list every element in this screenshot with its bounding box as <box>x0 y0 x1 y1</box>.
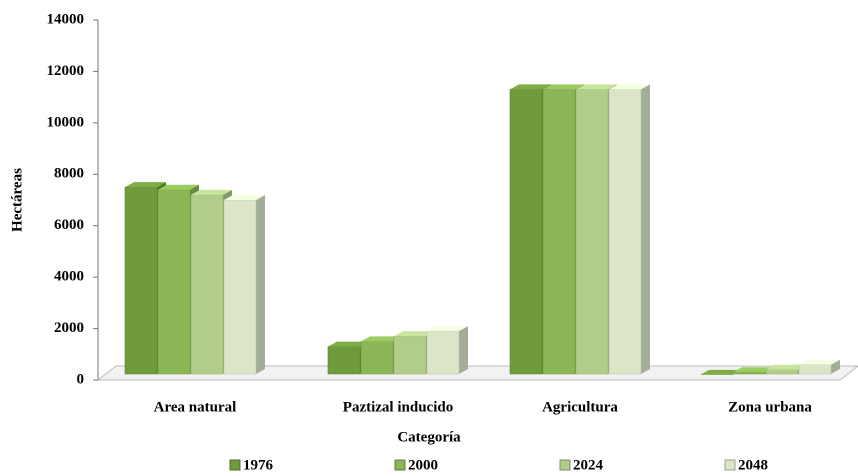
bar-face <box>360 341 394 375</box>
bar <box>798 359 840 375</box>
bar-face <box>542 89 576 375</box>
bar-face <box>158 184 199 190</box>
legend-label: 2000 <box>408 457 438 473</box>
bar <box>426 326 468 375</box>
x-tick-label: Agricultura <box>542 399 618 415</box>
bar-face <box>124 186 158 375</box>
bar-face <box>609 84 650 90</box>
bar-face <box>765 369 799 375</box>
y-tick-label: 2000 <box>54 320 84 336</box>
x-tick-label: Area natural <box>154 399 237 415</box>
y-tick-label: 10000 <box>47 114 85 130</box>
bar-face <box>733 367 774 373</box>
legend-swatch <box>229 459 241 471</box>
bar-face <box>641 84 650 374</box>
bar-face <box>426 330 460 375</box>
bar-face <box>224 195 265 200</box>
y-tick-label: 12000 <box>47 63 85 79</box>
bar <box>223 195 265 375</box>
bar-face <box>608 89 642 375</box>
legend-label: 1976 <box>243 457 274 473</box>
legend-swatch <box>394 459 406 471</box>
bar-face <box>327 346 361 375</box>
y-tick-label: 6000 <box>54 217 84 233</box>
y-axis-label: Hectáreas <box>9 168 25 232</box>
bar-face <box>157 189 191 375</box>
bar-face <box>190 194 224 375</box>
bar-face <box>223 199 257 375</box>
legend-label: 2024 <box>573 457 604 473</box>
bar-face <box>831 359 840 374</box>
bar-face <box>575 89 609 375</box>
bar <box>608 84 650 375</box>
y-tick-label: 14000 <box>47 11 85 27</box>
x-tick-label: Paztizal inducido <box>343 399 453 415</box>
legend-swatch <box>559 459 571 471</box>
bar-face <box>394 331 435 337</box>
bar-face <box>732 371 766 375</box>
bar-face <box>799 359 840 365</box>
x-axis-label: Categoría <box>397 429 461 445</box>
bar-face <box>191 189 232 195</box>
floor <box>96 365 858 381</box>
bar-face <box>427 326 468 332</box>
bar-face <box>125 182 166 188</box>
bar-face <box>766 364 807 370</box>
y-tick-label: 8000 <box>54 166 84 182</box>
bar-face <box>798 364 832 375</box>
bar-face <box>393 335 427 375</box>
bar-face <box>576 84 617 90</box>
legend-swatch <box>724 459 736 471</box>
bar-face <box>256 195 265 374</box>
bar-face <box>700 369 741 375</box>
legend-label: 2048 <box>738 457 768 473</box>
bar-face <box>510 84 551 90</box>
y-tick-label: 4000 <box>54 269 84 285</box>
x-tick-label: Zona urbana <box>728 399 812 415</box>
bar-face <box>328 341 369 347</box>
bar-face <box>509 89 543 375</box>
bar-face <box>361 336 402 342</box>
y-tick-label: 0 <box>77 371 85 387</box>
bar-face <box>459 326 468 374</box>
bar-face <box>543 84 584 90</box>
